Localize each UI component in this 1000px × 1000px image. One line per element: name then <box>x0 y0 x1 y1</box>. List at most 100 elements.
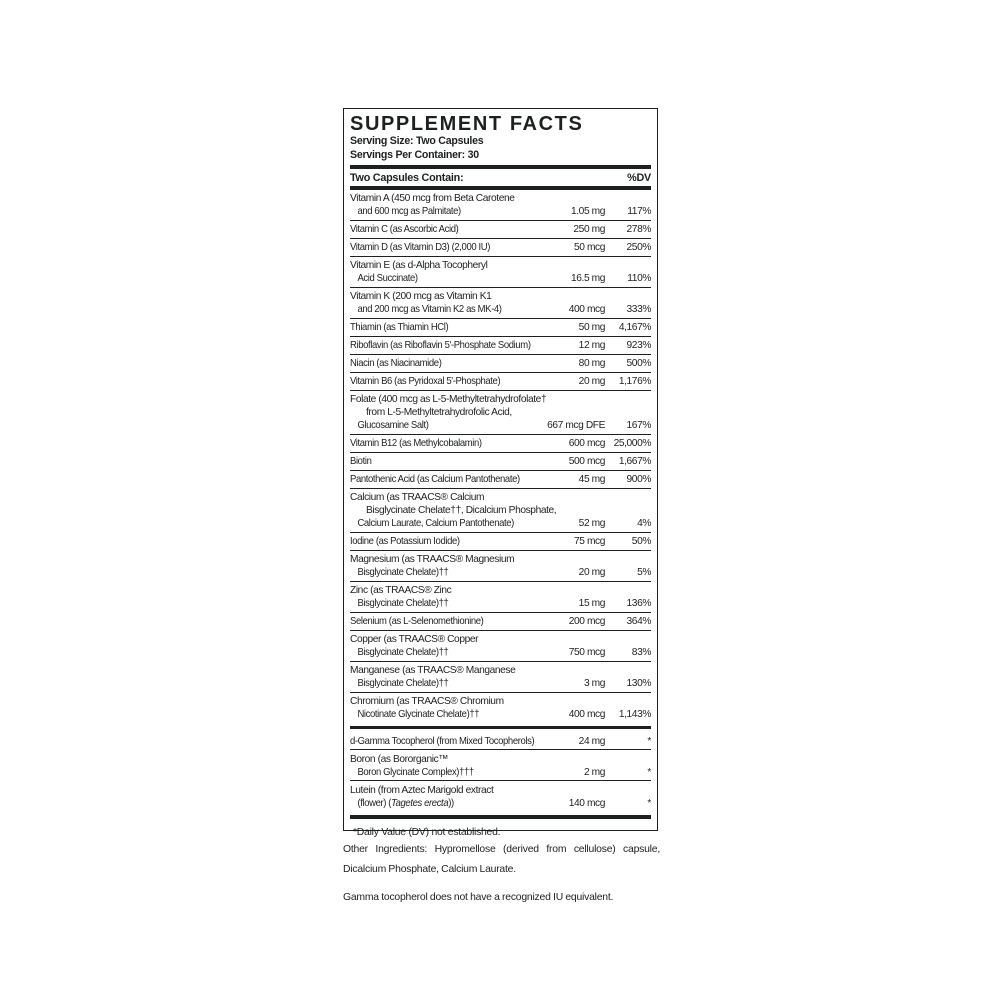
table-row: Manganese (as TRAACS® Manganese Bisglycin… <box>350 660 652 692</box>
nutrient-amount: 75 mcg <box>573 536 605 548</box>
nutrient-name: Copper (as TRAACS® Copper <box>350 634 479 646</box>
nutrient-dv: 167% <box>626 420 652 432</box>
nutrient-dv: 1,667% <box>618 456 652 468</box>
nutrient-dv: 130% <box>626 678 652 690</box>
nutrient-amount: 52 mg <box>578 518 606 530</box>
nutrient-amount: 24 mg <box>578 735 606 747</box>
nutrient-name: (flower) (Tagetes erecta)) <box>357 797 454 809</box>
nutrient-dv: 1,143% <box>618 709 652 721</box>
nutrient-name: Calcium Laurate, Calcium Pantothenate) <box>357 518 514 530</box>
nutrient-name: Magnesium (as TRAACS® Magnesium <box>350 554 515 566</box>
nutrient-name: Vitamin A (450 mcg from Beta Carotene <box>350 193 515 205</box>
nutrient-dv: * <box>647 797 651 809</box>
table-row: Pantothenic Acid (as Calcium Pantothenat… <box>350 469 652 488</box>
nutrient-dv: 110% <box>627 273 651 285</box>
nutrient-name: from L-5-Methyltetrahydrofolic Acid, <box>366 407 512 419</box>
nutrient-dv: 1,176% <box>618 376 652 388</box>
nutrient-dv: 25,000% <box>613 438 652 450</box>
table-row: Vitamin D (as Vitamin D3) (2,000 IU) 50 m… <box>350 237 652 256</box>
nutrient-dv: 83% <box>631 647 652 659</box>
nutrient-dv: 250% <box>626 242 652 254</box>
nutrient-amount: 15 mg <box>578 598 606 610</box>
nutrient-name: Boron (as Bororganic™ <box>350 753 449 765</box>
nutrient-amount: 500 mcg <box>568 456 606 468</box>
footer-notes: Other Ingredients: Hypromellose (derived… <box>343 840 660 917</box>
nutrient-amount: 16.5 mg <box>570 273 605 285</box>
nutrient-name: Lutein (from Aztec Marigold extract <box>350 784 494 796</box>
table-row: Magnesium (as TRAACS® Magnesium Bisglycin… <box>350 549 651 581</box>
nutrient-dv: 5% <box>637 567 651 579</box>
table-row: Vitamin K (200 mcg as Vitamin K1 and 200 … <box>350 286 652 318</box>
nutrient-name: Biotin <box>350 456 372 468</box>
table-row: Selenium (as L-Selenomethionine) 200 mcg 3… <box>350 611 652 630</box>
nutrient-dv: 50% <box>631 536 652 548</box>
nutrient-name: and 600 mcg as Palmitate) <box>357 206 461 218</box>
nutrient-dv: 500% <box>626 358 652 370</box>
nutrient-name: Selenium (as L-Selenomethionine) <box>350 616 484 628</box>
nutrient-name: d-Gamma Tocopherol (from Mixed Tocophero… <box>350 735 535 747</box>
nutrient-name: Nicotinate Glycinate Chelate)†† <box>357 709 480 721</box>
nutrient-amount: 50 mg <box>578 322 606 334</box>
table-row: Chromium (as TRAACS® Chromium Nicotinate … <box>350 691 652 723</box>
table-row: Riboflavin (as Riboflavin 5'-Phosphate S… <box>350 335 652 354</box>
nutrient-name: Pantothenic Acid (as Calcium Pantothenat… <box>350 474 520 486</box>
nutrient-name: Vitamin D (as Vitamin D3) (2,000 IU) <box>350 242 491 254</box>
servings-per-container-text: Servings Per Container: 30 <box>350 148 479 161</box>
nutrient-amount: 12 mg <box>578 340 606 352</box>
serving-size-text: Serving Size: Two Capsules <box>350 135 484 147</box>
nutrient-dv: 333% <box>626 304 652 316</box>
table-row: Iodine (as Potassium Iodide) 75 mcg 50% <box>350 531 652 550</box>
nutrient-dv: * <box>647 735 651 747</box>
nutrient-name: Vitamin B12 (as Methylcobalamin) <box>350 438 482 450</box>
thick-divider <box>350 725 651 730</box>
nutrient-name: Vitamin E (as d-Alpha Tocopheryl <box>350 260 488 272</box>
other-ingredients-text: Other Ingredients: Hypromellose (derived… <box>343 844 660 875</box>
nutrient-amount: 50 mcg <box>573 242 605 254</box>
nutrient-name: Bisglycinate Chelate)†† <box>357 647 449 659</box>
table-row: d-Gamma Tocopherol (from Mixed Tocophero… <box>350 732 651 749</box>
table-header-dv: %DV <box>627 171 651 184</box>
nutrient-amount: 2 mg <box>583 766 605 778</box>
nutrient-name: Bisglycinate Chelate††, Dicalcium Phosph… <box>366 505 557 517</box>
nutrient-name: Zinc (as TRAACS® Zinc <box>350 585 452 597</box>
nutrient-name: Vitamin K (200 mcg as Vitamin K1 <box>350 291 492 303</box>
nutrient-name: Folate (400 mcg as L-5-Methyltetrahydrof… <box>350 394 547 406</box>
nutrient-amount: 3 mg <box>583 678 605 690</box>
nutrient-name: Manganese (as TRAACS® Manganese <box>350 665 516 677</box>
nutrient-name: Bisglycinate Chelate)†† <box>357 678 449 690</box>
nutrient-name: Riboflavin (as Riboflavin 5'-Phosphate S… <box>350 340 531 352</box>
thick-divider <box>350 165 651 169</box>
nutrient-name: Chromium (as TRAACS® Chromium <box>350 696 504 708</box>
table-row: Vitamin A (450 mcg from Beta Carotene and… <box>350 190 651 220</box>
nutrient-amount: 45 mg <box>578 474 606 486</box>
nutrient-dv: 364% <box>626 616 652 628</box>
table-row: Biotin 500 mcg 1,667% <box>350 451 652 470</box>
daily-value-footnote: *Daily Value (DV) not established. <box>353 827 501 839</box>
table-row: Folate (400 mcg as L-5-Methyltetrahydrof… <box>350 389 652 434</box>
nutrient-dv: 923% <box>626 340 652 352</box>
nutrient-amount: 600 mcg <box>568 438 606 450</box>
nutrient-name: Acid Succinate) <box>357 273 418 285</box>
nutrient-amount: 200 mcg <box>568 616 606 628</box>
thick-divider <box>350 186 651 190</box>
table-header-contents: Two Capsules Contain: <box>350 171 464 184</box>
table-row: Boron (as Bororganic™ Boron Glycinate Com… <box>350 749 651 780</box>
iu-equivalent-note: Gamma tocopherol does not have a recogni… <box>343 892 614 903</box>
nutrient-dv: 4,167% <box>618 322 652 334</box>
nutrient-name: Glucosamine Salt) <box>357 420 429 432</box>
supplement-facts-panel: SUPPLEMENT FACTS Serving Size: Two Capsu… <box>343 108 658 838</box>
nutrient-name: Calcium (as TRAACS® Calcium <box>350 492 485 504</box>
thick-divider <box>350 815 651 820</box>
panel-title: SUPPLEMENT FACTS <box>350 113 584 135</box>
nutrient-dv: * <box>647 766 651 778</box>
nutrient-table: Vitamin A (450 mcg from Beta Carotene and… <box>350 190 651 812</box>
nutrient-name: Vitamin C (as Ascorbic Acid) <box>350 224 459 236</box>
nutrient-dv: 117% <box>627 206 651 218</box>
table-row: Niacin (as Niacinamide) 80 mg 500% <box>350 353 652 372</box>
nutrient-dv: 900% <box>626 474 652 486</box>
table-row: Vitamin E (as d-Alpha Tocopheryl Acid Suc… <box>350 255 651 287</box>
nutrient-dv: 278% <box>626 224 652 236</box>
nutrient-amount: 400 mcg <box>568 304 606 316</box>
table-row: Zinc (as TRAACS® Zinc Bisglycinate Chelat… <box>350 580 651 612</box>
nutrient-name: Niacin (as Niacinamide) <box>350 358 442 370</box>
